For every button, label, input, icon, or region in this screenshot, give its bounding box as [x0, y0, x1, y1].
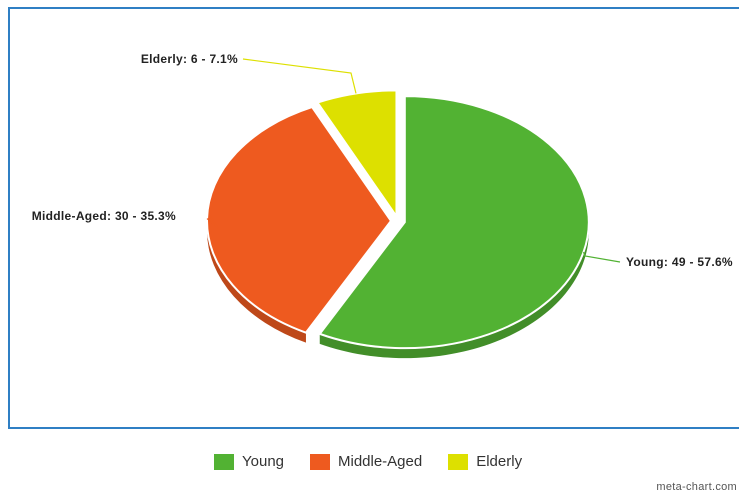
- legend: Young Middle-Aged Elderly: [214, 453, 522, 470]
- legend-item-elderly[interactable]: Elderly: [448, 453, 522, 470]
- legend-label-middle-aged: Middle-Aged: [338, 453, 423, 470]
- data-label-middle-aged: Middle-Aged: 30 - 35.3%: [32, 209, 176, 223]
- legend-item-middle-aged[interactable]: Middle-Aged: [310, 453, 422, 470]
- legend-item-young[interactable]: Young: [214, 453, 284, 470]
- data-label-young: Young: 49 - 57.6%: [626, 255, 733, 269]
- data-label-elderly: Elderly: 6 - 7.1%: [141, 52, 238, 66]
- pie-slice-elderly: [315, 89, 398, 220]
- legend-swatch-elderly: [448, 453, 469, 470]
- leader-line-young: [582, 251, 621, 263]
- leader-line-elderly: [242, 58, 357, 94]
- legend-label-young: Young: [242, 453, 284, 470]
- pie-side-middle-aged: [207, 220, 306, 343]
- credit-link[interactable]: meta-chart.com: [656, 481, 737, 493]
- pie-side-young: [319, 222, 589, 359]
- legend-swatch-middle-aged: [310, 453, 330, 470]
- legend-label-elderly: Elderly: [476, 453, 523, 470]
- pie-slice-young: [318, 95, 590, 350]
- pie-chart: Young: 49 - 57.6% Middle-Aged: 30 - 35.3%…: [32, 52, 733, 359]
- leader-line-middle-aged: [206, 215, 219, 229]
- legend-swatch-young: [214, 453, 234, 470]
